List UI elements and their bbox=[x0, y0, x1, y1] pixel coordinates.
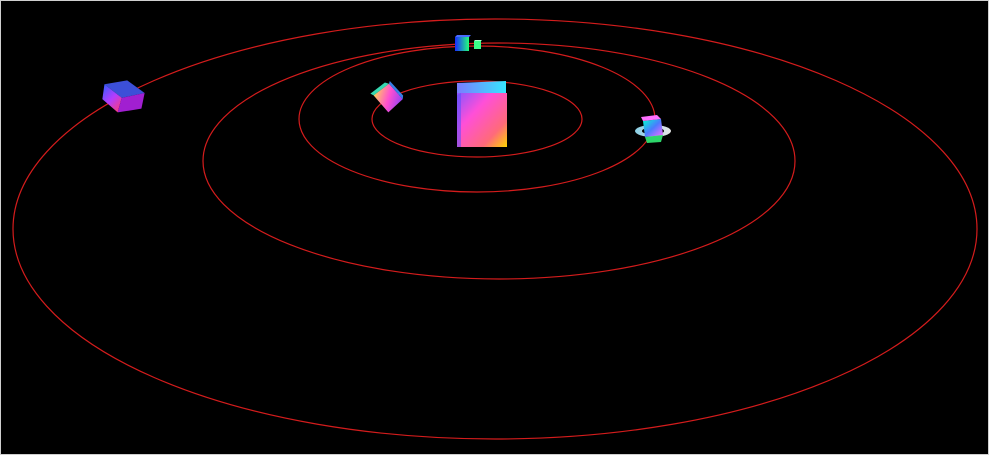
top-orbit-cube[interactable] bbox=[455, 35, 482, 51]
outer-orbit-cube[interactable] bbox=[101, 77, 146, 115]
central-cube[interactable] bbox=[457, 81, 507, 147]
right-orbit-cube[interactable] bbox=[635, 115, 671, 143]
orbit-3 bbox=[202, 42, 796, 280]
orbit-1 bbox=[371, 80, 583, 158]
orbit-4 bbox=[12, 18, 978, 440]
inner-orbit-cube[interactable] bbox=[369, 78, 407, 116]
